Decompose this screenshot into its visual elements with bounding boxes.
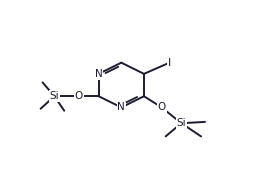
Text: O: O	[157, 102, 166, 112]
Text: Si: Si	[50, 91, 59, 101]
Text: O: O	[75, 91, 83, 101]
Text: N: N	[117, 102, 125, 112]
Text: Si: Si	[177, 118, 186, 128]
Text: N: N	[95, 69, 103, 79]
Text: I: I	[168, 58, 171, 68]
